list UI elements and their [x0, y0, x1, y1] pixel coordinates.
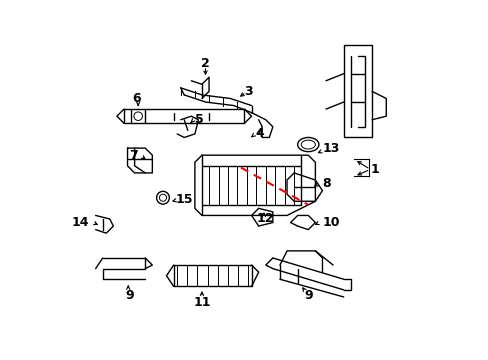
Text: 13: 13	[322, 141, 339, 154]
Text: 9: 9	[304, 289, 312, 302]
Text: 14: 14	[72, 216, 89, 229]
Text: 15: 15	[175, 193, 192, 206]
Text: 8: 8	[322, 177, 330, 190]
Text: 9: 9	[125, 289, 133, 302]
Text: 3: 3	[244, 85, 253, 98]
Text: 1: 1	[369, 163, 378, 176]
Text: 11: 11	[193, 296, 210, 309]
Text: 5: 5	[195, 113, 203, 126]
Text: 7: 7	[129, 149, 138, 162]
Text: 2: 2	[201, 57, 209, 69]
Text: 10: 10	[322, 216, 339, 229]
Text: 6: 6	[132, 92, 141, 105]
Text: 4: 4	[255, 127, 264, 140]
Text: 12: 12	[257, 212, 274, 225]
